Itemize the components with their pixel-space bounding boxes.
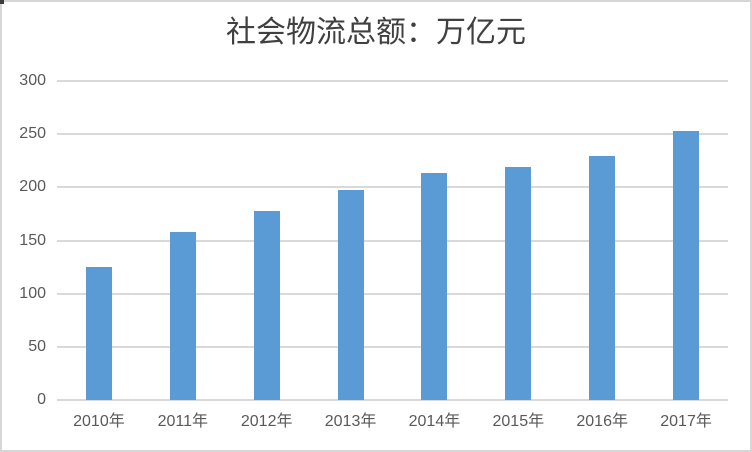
- y-tick-label-300: 300: [19, 72, 46, 89]
- bar-2016年: [589, 155, 616, 400]
- gridline-250: [57, 133, 728, 136]
- x-axis-line: [57, 399, 728, 401]
- bar-2013年: [337, 189, 364, 400]
- gridline-300: [57, 80, 728, 82]
- chart-title: 社会物流总额：万亿元: [226, 16, 526, 49]
- y-tick-label-0: 0: [37, 391, 46, 408]
- bar-2014年: [421, 172, 448, 400]
- bar-2011年: [169, 231, 196, 400]
- x-tick-label-2010年: 2010年: [73, 413, 125, 430]
- bar-2017年: [673, 131, 700, 400]
- y-tick-label-50: 50: [28, 337, 46, 355]
- plot-area: [57, 80, 728, 401]
- gridline-50: [57, 345, 728, 348]
- y-tick-label-150: 150: [19, 231, 46, 249]
- corner-pixel: [0, 0, 4, 4]
- gridline-200: [57, 186, 728, 189]
- x-tick-label-2012年: 2012年: [240, 413, 293, 430]
- x-tick-label-2011年: 2011年: [157, 413, 209, 430]
- y-tick-label-100: 100: [19, 284, 46, 302]
- x-tick-label-2014年: 2014年: [408, 413, 461, 430]
- y-tick-label-200: 200: [19, 178, 46, 196]
- x-tick-label-2016年: 2016年: [576, 413, 628, 430]
- gridline-100: [57, 292, 728, 295]
- x-tick-label-2017年: 2017年: [660, 413, 712, 430]
- y-tick-label-250: 250: [19, 125, 46, 143]
- bar-2012年: [253, 211, 280, 400]
- x-tick-label-2013年: 2013年: [324, 413, 377, 430]
- x-tick-label-2015年: 2015年: [492, 413, 545, 430]
- bar-2015年: [505, 166, 532, 400]
- gridline-150: [57, 239, 728, 242]
- bar-2010年: [85, 266, 112, 400]
